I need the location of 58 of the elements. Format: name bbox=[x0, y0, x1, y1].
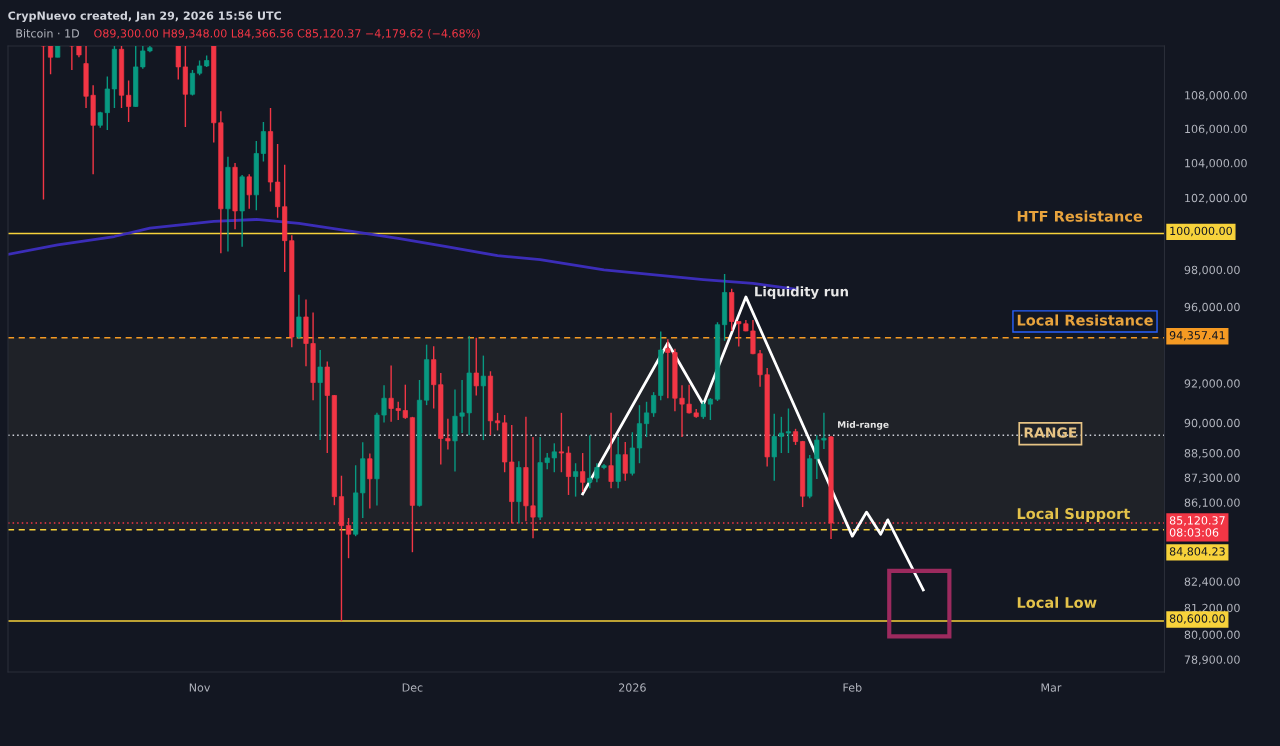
y-tick-label: 80,000.00 bbox=[1184, 630, 1240, 641]
candlestick bbox=[565, 445, 572, 496]
ref-line-label: 85,120.37 08:03:06 bbox=[1169, 516, 1225, 537]
ref-line-label: 94,357.41 bbox=[1169, 331, 1225, 341]
chart-title: Bitcoin · 1D bbox=[16, 28, 80, 38]
candlestick bbox=[558, 412, 564, 473]
y-tick-label: 96,000.00 bbox=[1184, 302, 1240, 313]
candlestick bbox=[246, 173, 252, 210]
annotation: Local Resistance bbox=[1017, 314, 1153, 326]
candlestick bbox=[644, 401, 650, 438]
chart-subtitle: O89,300.00 H89,348.00 L84,366.56 C85,120.37 −4,179.62 (−4.68%) bbox=[94, 28, 480, 39]
y-tick-label: 88,500.00 bbox=[1184, 449, 1240, 459]
candlestick bbox=[573, 462, 579, 498]
y-tick-label: 86,100.00 bbox=[1184, 498, 1240, 508]
candlestick bbox=[48, 46, 54, 75]
candlestick bbox=[175, 46, 181, 81]
candlestick bbox=[771, 413, 777, 482]
candlestick bbox=[580, 452, 586, 493]
candlestick bbox=[622, 441, 628, 482]
candlestick bbox=[189, 69, 196, 97]
candlestick bbox=[296, 293, 302, 340]
candlestick bbox=[317, 349, 323, 441]
y-tick-label: 90,000.00 bbox=[1184, 418, 1240, 429]
band-label: RANGE bbox=[1024, 427, 1077, 438]
y-tick-label: 106,000.00 bbox=[1185, 124, 1247, 135]
annotation: HTF Resistance bbox=[1017, 210, 1143, 222]
y-tick-label: 98,000.00 bbox=[1184, 265, 1240, 276]
y-tick-label: 78,900.00 bbox=[1184, 655, 1240, 665]
ref-line-label: 84,804.23 bbox=[1169, 547, 1225, 557]
y-tick-label: 104,000.00 bbox=[1185, 158, 1247, 169]
candlestick bbox=[126, 79, 132, 123]
candlestick bbox=[785, 407, 791, 454]
candlestick bbox=[473, 337, 479, 397]
annotation: Liquidity run bbox=[755, 286, 848, 300]
x-tick-label: Nov bbox=[189, 683, 211, 692]
y-tick-label: 92,000.00 bbox=[1184, 379, 1240, 389]
annotation: Local Support bbox=[1017, 507, 1130, 522]
candlestick bbox=[778, 416, 784, 454]
y-tick-label: 102,000.00 bbox=[1185, 193, 1247, 204]
x-tick-label: Feb bbox=[843, 683, 862, 692]
annotation: Local Low bbox=[1017, 596, 1097, 608]
y-tick-label: 87,300.00 bbox=[1184, 473, 1240, 484]
candlestick bbox=[608, 412, 614, 490]
candlestick bbox=[707, 397, 713, 421]
x-tick-label: Dec bbox=[402, 683, 423, 692]
text: CrypNuevo created, Jan 29, 2026 15:56 UTC bbox=[8, 11, 282, 23]
y-tick-label: 82,400.00 bbox=[1184, 577, 1240, 587]
ref-line-label: 100,000.00 bbox=[1170, 226, 1232, 237]
x-tick-label: 2026 bbox=[619, 683, 646, 692]
candlestick bbox=[480, 354, 486, 441]
annotation: Mid-range bbox=[838, 420, 889, 430]
candlestick bbox=[651, 391, 657, 418]
y-tick-label: 108,000.00 bbox=[1185, 91, 1247, 101]
ref-line-label: 80,600.00 bbox=[1169, 614, 1225, 624]
candlestick bbox=[260, 121, 266, 163]
x-tick-label: Mar bbox=[1041, 683, 1062, 692]
candlestick bbox=[367, 452, 373, 510]
candlestick bbox=[40, 46, 47, 201]
